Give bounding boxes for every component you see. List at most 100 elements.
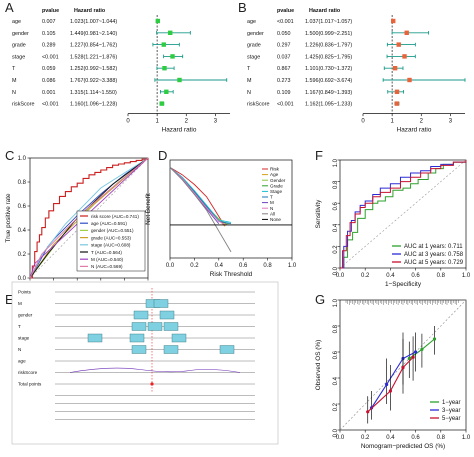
roc-plot-F: 0.0 0.2 0.4 0.6 0.8 1.0 0.0 0.2 0.4 0.6 0.8 1.0 1−Sp… bbox=[315, 158, 471, 288]
x-tick-label: 0.4 bbox=[386, 273, 395, 279]
row-hr: 1.252(0.992~1.582) bbox=[70, 66, 117, 72]
row-pvalue: 0.086 bbox=[42, 78, 56, 84]
roc-curve bbox=[340, 160, 467, 269]
hr-point bbox=[164, 89, 169, 94]
nomogram-row-label: Total points bbox=[18, 382, 42, 387]
row-hr: 1.226(0.836~1.797) bbox=[305, 43, 352, 49]
row-pvalue: 0.037 bbox=[277, 54, 291, 60]
legend-label: 5−year bbox=[442, 416, 461, 422]
row-pvalue: <0.001 bbox=[42, 54, 59, 60]
nomogram-row-label: T bbox=[18, 324, 21, 329]
x-tick-label: 0.8 bbox=[263, 263, 272, 269]
calibration-point bbox=[432, 337, 437, 341]
calibration-point bbox=[420, 347, 424, 351]
nomogram-box bbox=[129, 333, 145, 343]
row-hr: 1.767(0.922~3.388) bbox=[70, 78, 117, 84]
roc-curve bbox=[29, 157, 149, 279]
row-hr: 1.315(1.114~1.550) bbox=[70, 90, 117, 96]
x-tick-label: 0.8 bbox=[437, 435, 446, 441]
row-pvalue: 0.297 bbox=[277, 43, 291, 49]
legend-label: None bbox=[270, 217, 281, 222]
y-tick-label: 0.4 bbox=[18, 228, 27, 234]
total-points-marker bbox=[150, 382, 154, 386]
legend-label: risk score (AUC=0.741) bbox=[91, 214, 139, 219]
legend-label: AUC at 1 years: 0.711 bbox=[404, 244, 463, 250]
nomogram-box bbox=[163, 345, 179, 354]
y-tick-label: 0.0 bbox=[18, 276, 27, 282]
x-tick-label: 0.2 bbox=[190, 263, 199, 269]
roc-curve bbox=[29, 157, 149, 279]
dca-curve bbox=[169, 167, 227, 226]
legend-label: T bbox=[270, 195, 273, 200]
x-tick-label: 1.0 bbox=[462, 435, 471, 441]
calibration-point bbox=[388, 389, 392, 393]
dca-plot-D: 0.0 0.2 0.4 0.6 0.8 1.0 Risk Threshold Net Bene… bbox=[145, 159, 297, 278]
panel-letter-e: E bbox=[5, 292, 14, 307]
legend-label: T (AUC=0.564) bbox=[91, 250, 122, 255]
legend-box bbox=[76, 210, 146, 272]
row-pvalue: 0.867 bbox=[277, 66, 291, 72]
row-pvalue: <0.001 bbox=[277, 102, 294, 108]
panel-letter-g: G bbox=[315, 292, 325, 307]
panel-letter-b: B bbox=[238, 0, 247, 15]
nomogram-row-label: gender bbox=[18, 313, 33, 318]
row-label: age bbox=[247, 19, 256, 25]
y-tick-label: 0.0 bbox=[333, 428, 339, 437]
nomogram-row-label: stage bbox=[18, 336, 30, 341]
row-label: stage bbox=[247, 54, 260, 60]
row-hr: 1.227(0.854~1.762) bbox=[70, 43, 117, 49]
hr-point bbox=[155, 18, 161, 24]
calibration-plot-G: 0.0 0.2 0.4 0.6 0.8 1.0 0.0 0.2 0.4 0.6 0.8 1.0 Nomo… bbox=[315, 298, 471, 450]
row-pvalue: 0.059 bbox=[42, 66, 56, 72]
roc-curve bbox=[340, 160, 467, 269]
row-hr: 1.500(0.999~2.251) bbox=[305, 31, 352, 37]
row-hr: 1.023(1.007~1.044) bbox=[70, 19, 117, 25]
y-axis-label: True positive rate bbox=[5, 193, 12, 243]
panel-letter-a: A bbox=[5, 0, 14, 15]
plot-frame bbox=[169, 159, 293, 259]
hr-point bbox=[162, 66, 167, 71]
row-label: riskScore bbox=[12, 102, 34, 108]
roc-curve bbox=[30, 158, 149, 279]
plot-frame bbox=[339, 159, 467, 269]
nomogram-box bbox=[171, 333, 187, 343]
row-label: grade bbox=[12, 43, 26, 49]
y-tick-label: 0.8 bbox=[333, 324, 339, 333]
y-tick-label: 0.4 bbox=[333, 376, 339, 385]
nomogram-row-label: N bbox=[18, 347, 21, 352]
row-label: N bbox=[247, 90, 251, 96]
x-tick-label: 0.0 bbox=[166, 263, 175, 269]
hazard-ratio-header: Hazard ratio bbox=[74, 8, 106, 14]
y-tick-label: 1.0 bbox=[18, 156, 27, 162]
y-tick-label: 0.2 bbox=[18, 252, 27, 258]
legend-label: Risk bbox=[270, 167, 280, 172]
hr-point bbox=[170, 54, 175, 59]
x-tick-label: 0.4 bbox=[386, 435, 395, 441]
x-tick-label: 0.0 bbox=[336, 435, 345, 441]
calibration-point bbox=[401, 366, 405, 370]
x-axis-label: Hazard ratio bbox=[162, 127, 197, 134]
hr-point bbox=[168, 30, 173, 35]
legend-label: Age bbox=[270, 172, 279, 177]
y-tick-label: 0.0 bbox=[333, 266, 339, 275]
x-axis-label: 1−Specificity bbox=[385, 281, 422, 288]
legend-label: age (AUC=0.591) bbox=[91, 221, 127, 226]
y-axis-label: Net Benefit bbox=[145, 193, 152, 225]
calibration-point bbox=[385, 382, 389, 387]
hr-point bbox=[394, 101, 400, 106]
x-tick-label: 3 bbox=[214, 119, 218, 125]
hr-point bbox=[396, 42, 401, 47]
roc-curve bbox=[29, 157, 149, 279]
row-hr: 1.425(0.825~1.795) bbox=[305, 54, 352, 60]
hr-point bbox=[394, 89, 400, 94]
panel-letter-c: C bbox=[5, 148, 14, 163]
row-label: grade bbox=[247, 43, 261, 49]
plot-frame bbox=[29, 157, 149, 279]
dca-curve bbox=[169, 167, 220, 224]
x-tick-label: 0.6 bbox=[239, 263, 248, 269]
row-hr: 1.596(0.692~3.674) bbox=[305, 78, 352, 84]
x-tick-label: 1 bbox=[390, 119, 394, 125]
hr-point bbox=[402, 54, 407, 59]
pvalue-header: pvalue bbox=[42, 8, 59, 14]
